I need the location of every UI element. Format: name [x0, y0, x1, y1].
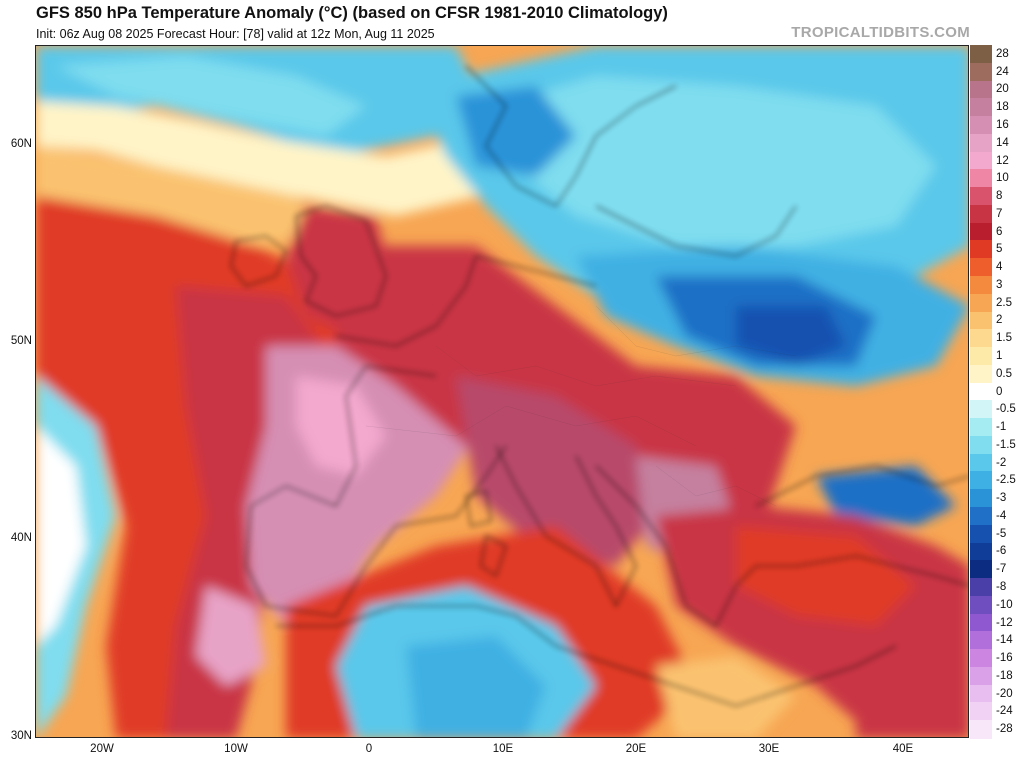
legend-label: 2: [996, 314, 1003, 327]
legend-swatch: [970, 542, 992, 561]
map-title: GFS 850 hPa Temperature Anomaly (°C) (ba…: [36, 4, 668, 22]
legend-label: -2: [996, 456, 1007, 469]
lon-label-30e: 30E: [758, 743, 780, 755]
lat-label-30n: 30N: [10, 730, 32, 742]
legend-label: -14: [996, 634, 1013, 647]
legend-label: -1: [996, 421, 1007, 434]
legend-label: 12: [996, 154, 1009, 167]
legend-label: 3: [996, 278, 1003, 291]
lon-label-20w: 20W: [90, 743, 114, 755]
legend-label: -18: [996, 669, 1013, 682]
lat-label-50n: 50N: [10, 335, 32, 347]
legend-swatch: [970, 240, 992, 259]
lat-label-40n: 40N: [10, 532, 32, 544]
legend-swatch: [970, 187, 992, 206]
legend-swatch: [970, 116, 992, 135]
legend-swatch: [970, 400, 992, 419]
legend-swatch: [970, 453, 992, 473]
legend-swatch: [970, 293, 992, 313]
legend-swatch: [970, 169, 992, 188]
legend-label: -8: [996, 580, 1007, 593]
legend-label: -6: [996, 545, 1007, 558]
legend-label: -10: [996, 598, 1013, 611]
legend-swatch: [970, 560, 992, 579]
legend-swatch: [970, 151, 992, 170]
lon-label-20e: 20E: [625, 743, 647, 755]
legend-label: 28: [996, 47, 1009, 60]
legend-label: -3: [996, 492, 1007, 505]
legend-swatch: [970, 364, 992, 384]
legend-label: -4: [996, 509, 1007, 522]
legend-swatch: [970, 435, 992, 455]
lon-label-40e: 40E: [892, 743, 914, 755]
legend-label: 0: [996, 385, 1003, 398]
legend-swatch: [970, 62, 992, 82]
legend-label: 5: [996, 243, 1003, 256]
legend-label: 0.5: [996, 367, 1012, 380]
legend-swatch: [970, 471, 992, 490]
legend-swatch: [970, 613, 992, 632]
site-credit: TROPICALTIDBITS.COM: [791, 24, 970, 41]
legend-label: 20: [996, 83, 1009, 96]
legend-swatch: [970, 382, 992, 401]
legend-label: 7: [996, 207, 1003, 220]
legend-label: 10: [996, 172, 1009, 185]
legend-swatch: [970, 276, 992, 295]
legend-swatch: [970, 418, 992, 437]
legend-swatch: [970, 80, 992, 99]
legend-label: 6: [996, 225, 1003, 238]
legend-label: 16: [996, 118, 1009, 131]
legend-label: 14: [996, 136, 1009, 149]
legend-swatch: [970, 329, 992, 348]
legend-swatch: [970, 133, 992, 153]
legend-label: -28: [996, 723, 1013, 736]
legend-label: -16: [996, 652, 1013, 665]
lon-label-10w: 10W: [224, 743, 248, 755]
legend-swatch: [970, 666, 992, 686]
lat-label-60n: 60N: [10, 138, 32, 150]
anomaly-map: [35, 45, 969, 738]
lon-label-10e: 10E: [492, 743, 514, 755]
legend-label: -0.5: [996, 403, 1016, 416]
legend-label: -5: [996, 527, 1007, 540]
legend-label: -7: [996, 563, 1007, 576]
legend-swatch: [970, 98, 992, 117]
legend-swatch: [970, 595, 992, 615]
legend-label: 18: [996, 101, 1009, 114]
legend-swatch: [970, 489, 992, 508]
legend-swatch: [970, 720, 992, 739]
legend-swatch: [970, 45, 992, 64]
legend-label: 4: [996, 261, 1003, 274]
legend-swatch: [970, 702, 992, 721]
legend-swatch: [970, 684, 992, 704]
legend-swatch: [970, 204, 992, 224]
legend-label: 1.5: [996, 332, 1012, 345]
legend-swatch: [970, 631, 992, 650]
legend-label: -24: [996, 705, 1013, 718]
legend-label: 24: [996, 65, 1009, 78]
legend-swatch: [970, 578, 992, 597]
legend-label: -2.5: [996, 474, 1016, 487]
legend-label: 1: [996, 349, 1003, 362]
legend-swatch: [970, 222, 992, 242]
legend-swatch: [970, 507, 992, 526]
coastlines: [230, 65, 968, 707]
legend-swatch: [970, 311, 992, 330]
legend-swatch: [970, 649, 992, 668]
legend-label: -1.5: [996, 438, 1016, 451]
legend-label: -20: [996, 687, 1013, 700]
legend-label: 8: [996, 190, 1003, 203]
lon-label-0: 0: [365, 743, 373, 755]
legend-swatch: [970, 524, 992, 544]
legend-label: 2.5: [996, 296, 1012, 309]
anomaly-map-graphic: [36, 46, 968, 737]
borders: [365, 305, 797, 507]
legend-swatch: [970, 347, 992, 366]
forecast-info: Init: 06z Aug 08 2025 Forecast Hour: [78…: [36, 27, 435, 41]
legend-label: -12: [996, 616, 1013, 629]
color-legend: [970, 45, 992, 739]
legend-swatch: [970, 258, 992, 277]
